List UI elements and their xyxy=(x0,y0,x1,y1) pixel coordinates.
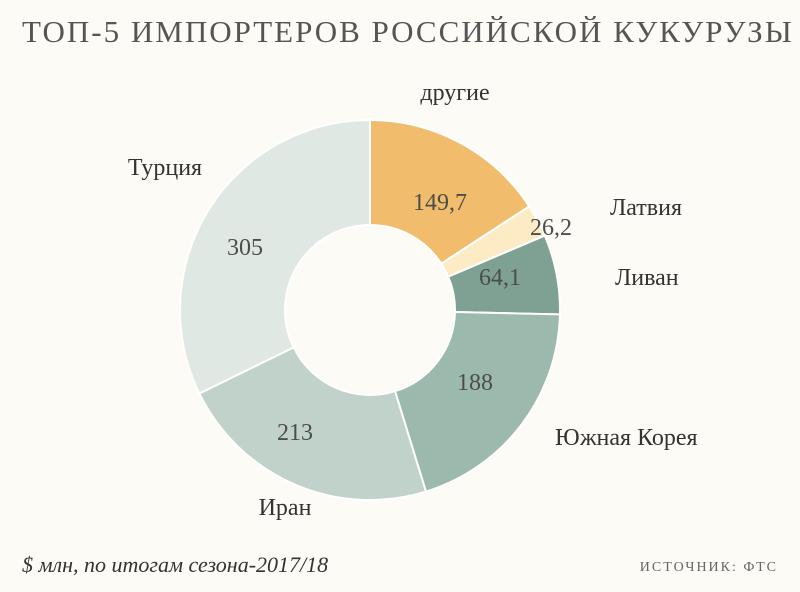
donut-slice-3 xyxy=(395,312,560,492)
slice-label-4: Иран xyxy=(259,495,312,521)
slice-value-0: 149,7 xyxy=(413,190,467,216)
slice-value-4: 213 xyxy=(277,420,313,446)
slice-label-0: другие xyxy=(420,80,489,106)
footnote: $ млн, по итогам сезона-2017/18 xyxy=(22,552,328,578)
slice-label-2: Ливан xyxy=(615,265,679,291)
source: ИСТОЧНИК: ФТС xyxy=(640,560,778,576)
slice-value-2: 64,1 xyxy=(479,265,521,291)
page-title: ТОП-5 ИМПОРТЕРОВ РОССИЙСКОЙ КУКУРУЗЫ xyxy=(22,14,794,50)
slice-value-3: 188 xyxy=(457,370,493,396)
slice-value-1: 26,2 xyxy=(530,215,572,241)
donut-chart: 149,7 26,2 64,1 188 213 305 другие Латвия Ливан Ю… xyxy=(0,60,800,540)
slice-label-5: Турция xyxy=(128,155,202,181)
source-label: ИСТОЧНИК: xyxy=(640,560,738,575)
slice-label-3: Южная Корея xyxy=(555,425,698,451)
donut-slice-5 xyxy=(180,120,370,393)
source-value: ФТС xyxy=(743,560,778,575)
slice-label-1: Латвия xyxy=(610,195,682,221)
slice-value-5: 305 xyxy=(227,235,263,261)
